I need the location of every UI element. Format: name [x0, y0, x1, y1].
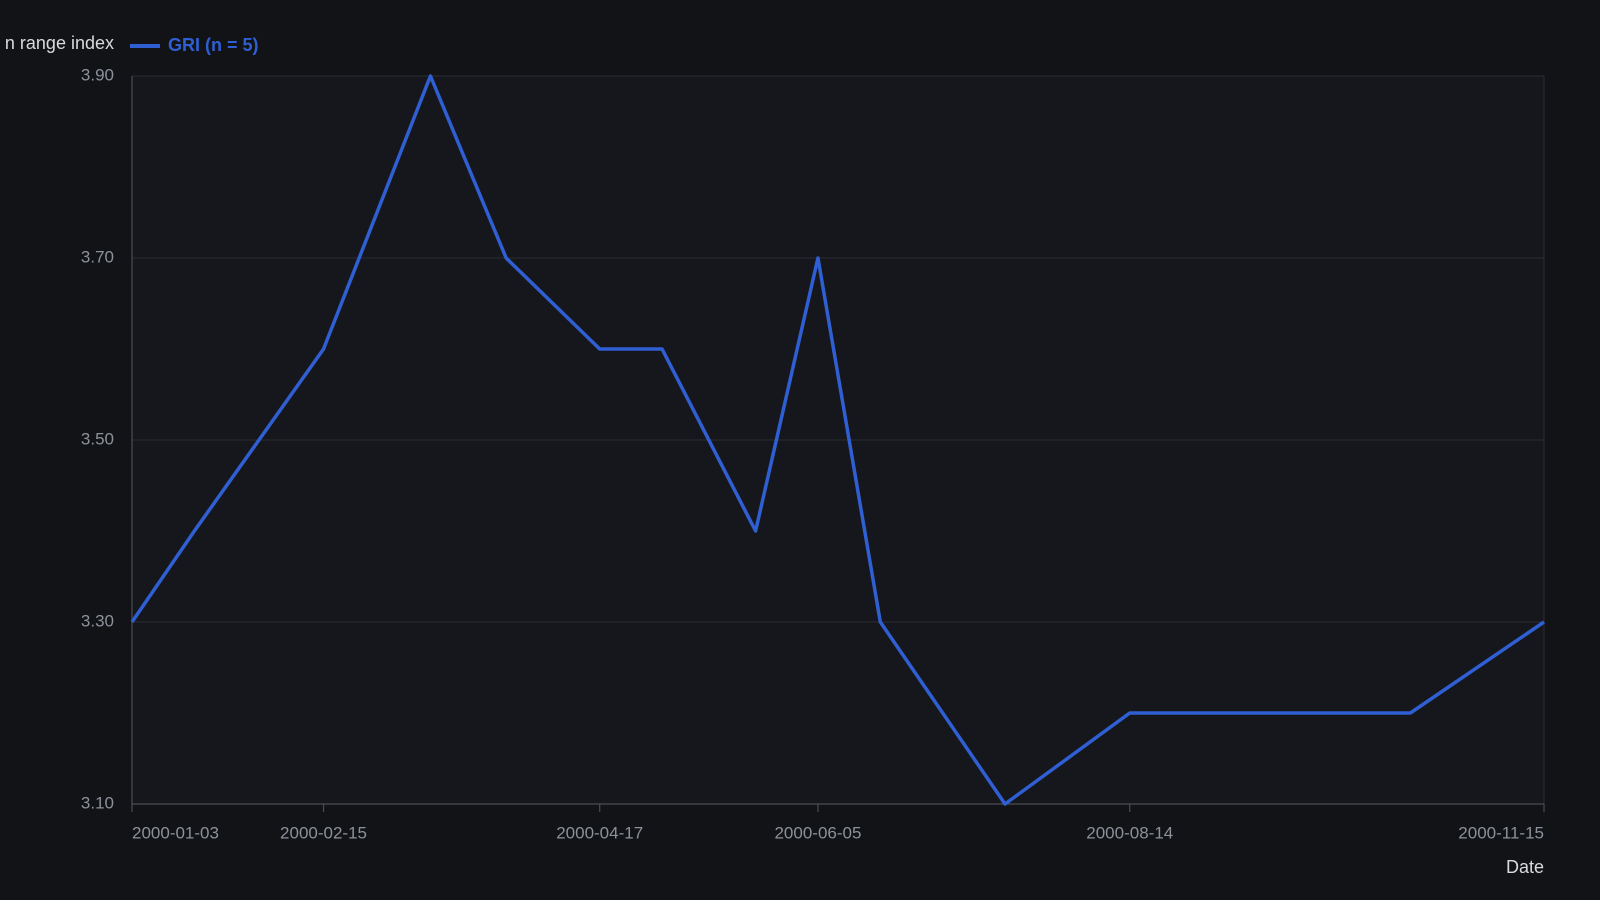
x-tick-label: 2000-08-14 [1086, 823, 1173, 842]
y-axis-title: n range index [5, 33, 114, 53]
legend-label: GRI (n = 5) [168, 35, 259, 55]
y-tick-label: 3.30 [81, 611, 114, 630]
x-tick-label: 2000-11-15 [1458, 823, 1544, 842]
series-line [130, 74, 1545, 806]
y-tick-label: 3.70 [81, 247, 114, 266]
x-tick-label: 2000-01-03 [132, 823, 219, 842]
x-tick-label: 2000-06-05 [774, 823, 861, 842]
y-tick-label: 3.10 [81, 793, 114, 812]
x-axis-title: Date [1506, 857, 1544, 877]
y-tick-label: 3.90 [81, 65, 114, 84]
x-tick-label: 2000-04-17 [556, 823, 643, 842]
x-tick-label: 2000-02-15 [280, 823, 367, 842]
y-tick-label: 3.50 [81, 429, 114, 448]
